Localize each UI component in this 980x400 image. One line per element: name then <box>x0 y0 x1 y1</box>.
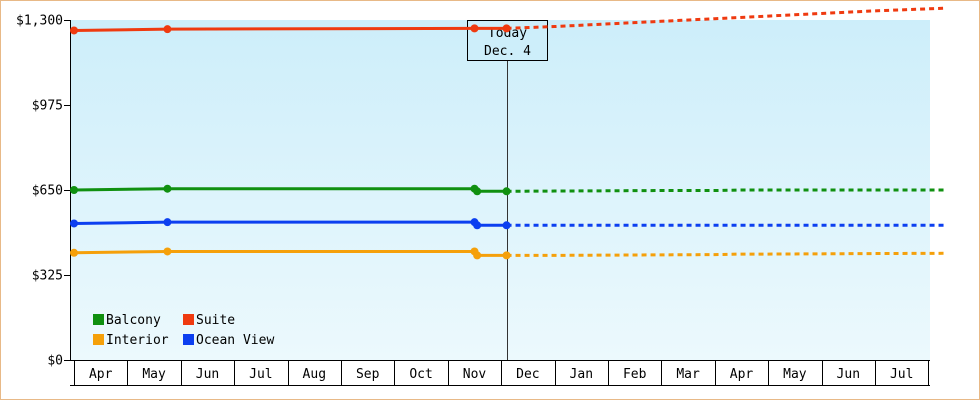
ocean-view-point <box>473 221 482 230</box>
legend-swatch-suite <box>183 314 194 325</box>
legend-swatch-ocean-view <box>183 334 194 345</box>
x-tick-label: Sep <box>356 367 380 382</box>
x-tick-label: Feb <box>623 367 647 382</box>
x-tick-label: Nov <box>463 367 487 382</box>
x-tick-label: May <box>783 367 807 382</box>
balcony-point <box>502 187 511 196</box>
x-tick-label: Oct <box>409 367 432 382</box>
balcony-point <box>163 184 172 193</box>
legend-swatch-interior <box>93 334 104 345</box>
legend-label-balcony: Balcony <box>106 313 161 328</box>
x-tick-label: Apr <box>730 367 754 382</box>
legend-label-suite: Suite <box>196 313 235 328</box>
x-tick-label: Jun <box>196 367 219 382</box>
ocean-view-point <box>502 221 511 230</box>
suite-point <box>70 26 78 35</box>
x-tick-label: Jul <box>249 367 272 382</box>
x-tick-label: Mar <box>676 367 700 382</box>
interior-point <box>502 251 511 260</box>
suite-point <box>163 25 172 34</box>
suite-point <box>502 24 511 33</box>
x-tick-label: Jul <box>890 367 913 382</box>
ocean-view-point <box>163 218 172 227</box>
y-tick-label: $0 <box>47 354 63 369</box>
y-tick-label: $975 <box>32 99 63 114</box>
x-tick-label: May <box>142 367 166 382</box>
x-tick-label: Apr <box>89 367 113 382</box>
interior-point <box>473 251 482 260</box>
suite-history-line <box>73 26 507 32</box>
today-date-label: Dec. 4 <box>484 44 531 59</box>
legend-label-ocean-view: Ocean View <box>196 333 274 348</box>
y-tick-label: $650 <box>32 184 63 199</box>
balcony-forecast-line <box>506 188 945 193</box>
y-tick-label: $1,300 <box>16 14 63 29</box>
suite-forecast-line <box>506 6 945 30</box>
suite-point <box>470 24 479 33</box>
balcony-point <box>473 187 482 196</box>
interior-point <box>70 248 78 257</box>
legend-swatch-balcony <box>93 314 104 325</box>
y-tick-label: $325 <box>32 269 63 284</box>
legend-label-interior: Interior <box>106 333 169 348</box>
x-tick-label: Dec <box>516 367 539 382</box>
x-tick-label: Jan <box>570 367 593 382</box>
x-tick-label: Aug <box>303 367 326 382</box>
interior-forecast-line <box>506 251 945 257</box>
ocean-view-point <box>70 219 78 228</box>
interior-point <box>163 247 172 256</box>
x-tick-label: Jun <box>837 367 860 382</box>
balcony-point <box>70 186 78 194</box>
